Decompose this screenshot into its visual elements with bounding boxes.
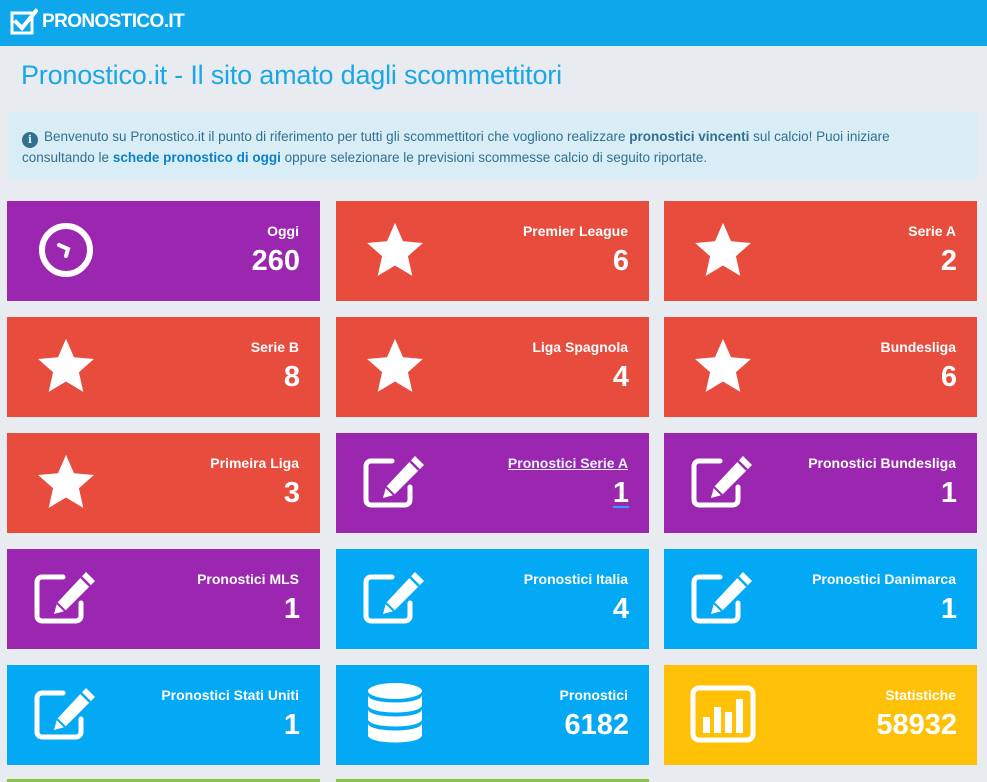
star-icon [690, 217, 756, 283]
alert-text-2: sul calcio! Puoi iniziare consultando le [22, 129, 890, 165]
edit-icon [33, 681, 99, 747]
tile-label: Pronostici [559, 687, 628, 703]
tile-count: 8 [283, 361, 300, 393]
tile-label: Serie B [250, 339, 299, 355]
alert-text-3: oppure selezionare le previsioni scommes… [284, 150, 708, 165]
tile-label: Liga Spagnola [532, 339, 628, 355]
checkbox-logo-icon [10, 8, 38, 35]
tile-primeira-liga[interactable]: Primeira Liga 3 [7, 433, 320, 533]
tile-pronostici-bundesliga[interactable]: Pronostici Bundesliga 1 [664, 433, 977, 533]
tile-count: 1 [612, 477, 629, 509]
star-icon [362, 333, 428, 399]
tile-label: Serie A [908, 223, 956, 239]
star-icon [33, 333, 99, 399]
tile-partial[interactable] [7, 779, 320, 782]
tile-count: 1 [283, 593, 300, 625]
tile-count: 4 [612, 593, 629, 625]
tile-pronostici-stati-uniti[interactable]: Pronostici Stati Uniti 1 [7, 665, 320, 765]
info-icon: i [22, 132, 38, 148]
tile-label: Pronostici MLS [197, 571, 299, 587]
tile-count: 6 [612, 245, 629, 277]
tile-partial[interactable] [336, 779, 649, 782]
tile-oggi[interactable]: Oggi 260 [7, 201, 320, 301]
tile-count: 1 [940, 593, 957, 625]
tile-count: 260 [251, 245, 300, 277]
alert-bold-pronostici-vincenti: pronostici vincenti [629, 129, 750, 144]
edit-icon [33, 565, 99, 631]
edit-icon [690, 449, 756, 515]
tile-label: Pronostici Italia [523, 571, 628, 587]
tile-pronostici-italia[interactable]: Pronostici Italia 4 [336, 549, 649, 649]
tile-premier-league[interactable]: Premier League 6 [336, 201, 649, 301]
tile-label: Pronostici Bundesliga [808, 455, 956, 471]
star-icon [690, 333, 756, 399]
tile-count: 3 [283, 477, 300, 509]
tile-label: Statistiche [885, 687, 956, 703]
tile-label: Pronostici Danimarca [812, 571, 956, 587]
bar-chart-icon [690, 681, 756, 747]
tile-count: 1 [283, 709, 300, 741]
tile-label: Bundesliga [880, 339, 956, 355]
tile-pronostici-mls[interactable]: Pronostici MLS 1 [7, 549, 320, 649]
edit-icon [690, 565, 756, 631]
tile-pronostici[interactable]: Pronostici 6182 [336, 665, 649, 765]
tile-label: Oggi [267, 223, 299, 239]
page-title: Pronostico.it - Il sito amato dagli scom… [21, 60, 562, 90]
schede-pronostico-oggi-link[interactable]: schede pronostico di oggi [112, 150, 281, 165]
welcome-alert: i Benvenuto su Pronostico.it il punto di … [8, 112, 977, 179]
tile-count: 58932 [876, 709, 957, 741]
tile-liga-spagnola[interactable]: Liga Spagnola 4 [336, 317, 649, 417]
tile-pronostici-danimarca[interactable]: Pronostici Danimarca 1 [664, 549, 977, 649]
clock-icon [33, 217, 99, 283]
alert-text-1: Benvenuto su Pronostico.it il punto di r… [44, 129, 626, 144]
tile-serie-a[interactable]: Serie A 2 [664, 201, 977, 301]
tile-count: 4 [612, 361, 629, 393]
tile-count: 6 [940, 361, 957, 393]
tile-count: 1 [940, 477, 957, 509]
tile-pronostici-serie-a[interactable]: Pronostici Serie A 1 [336, 433, 649, 533]
site-logo[interactable]: PRONOSTICO.IT [10, 7, 185, 37]
edit-icon [362, 449, 428, 515]
edit-icon [362, 565, 428, 631]
tile-statistiche[interactable]: Statistiche 58932 [664, 665, 977, 765]
star-icon [33, 449, 99, 515]
tile-label: Pronostici Stati Uniti [161, 687, 299, 703]
tile-label: Pronostici Serie A [507, 455, 628, 471]
star-icon [362, 217, 428, 283]
tile-label: Premier League [522, 223, 628, 239]
top-navbar: PRONOSTICO.IT [0, 0, 987, 46]
tile-serie-b[interactable]: Serie B 8 [7, 317, 320, 417]
tile-label: Primeira Liga [210, 455, 299, 471]
database-icon [362, 681, 428, 747]
tile-count: 6182 [564, 709, 629, 741]
tile-bundesliga[interactable]: Bundesliga 6 [664, 317, 977, 417]
tile-count: 2 [940, 245, 957, 277]
logo-text: PRONOSTICO.IT [42, 11, 185, 32]
